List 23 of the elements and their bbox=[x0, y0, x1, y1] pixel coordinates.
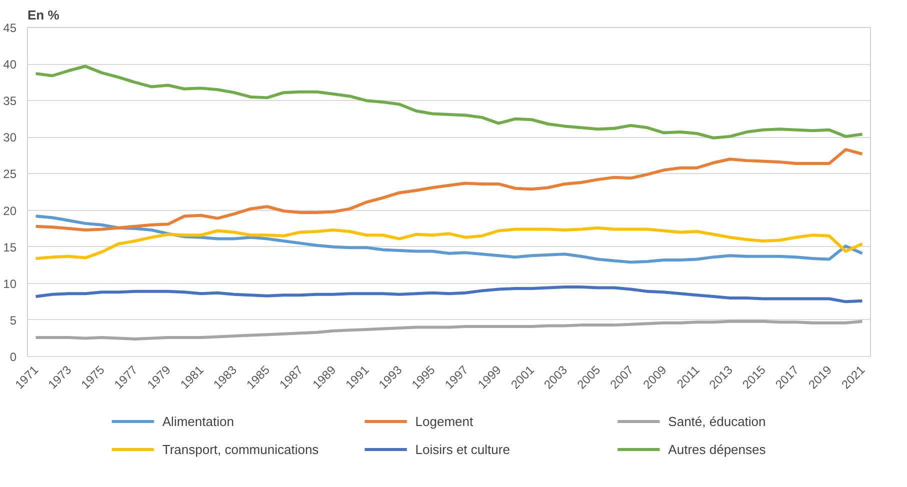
y-tick-label: 0 bbox=[10, 350, 17, 364]
line-series bbox=[34, 286, 864, 304]
y-tick-label: 35 bbox=[3, 94, 17, 108]
y-tick-label: 10 bbox=[3, 276, 17, 291]
y-tick-label: 5 bbox=[10, 313, 17, 328]
y-tick-label: 40 bbox=[3, 58, 17, 72]
legend-label: Loisirs et culture bbox=[415, 442, 510, 457]
legend-label: Transport, communications bbox=[162, 442, 320, 457]
legend-label: Autres dépenses bbox=[668, 442, 766, 457]
y-tick-label: 20 bbox=[3, 204, 17, 218]
y-tick-label: 25 bbox=[3, 167, 17, 182]
line-series bbox=[34, 64, 864, 140]
line-series bbox=[34, 320, 864, 340]
legend-label: Alimentation bbox=[162, 414, 234, 429]
y-axis-title: En % bbox=[28, 8, 60, 22]
line-series bbox=[34, 148, 864, 232]
legend-label: Santé, éducation bbox=[668, 414, 766, 429]
legend-label: Logement bbox=[415, 414, 474, 429]
y-tick-label: 30 bbox=[3, 130, 17, 145]
y-tick-label: 45 bbox=[3, 21, 17, 35]
line-series bbox=[34, 214, 864, 264]
y-tick-label: 15 bbox=[3, 240, 17, 254]
line-series bbox=[34, 226, 864, 260]
